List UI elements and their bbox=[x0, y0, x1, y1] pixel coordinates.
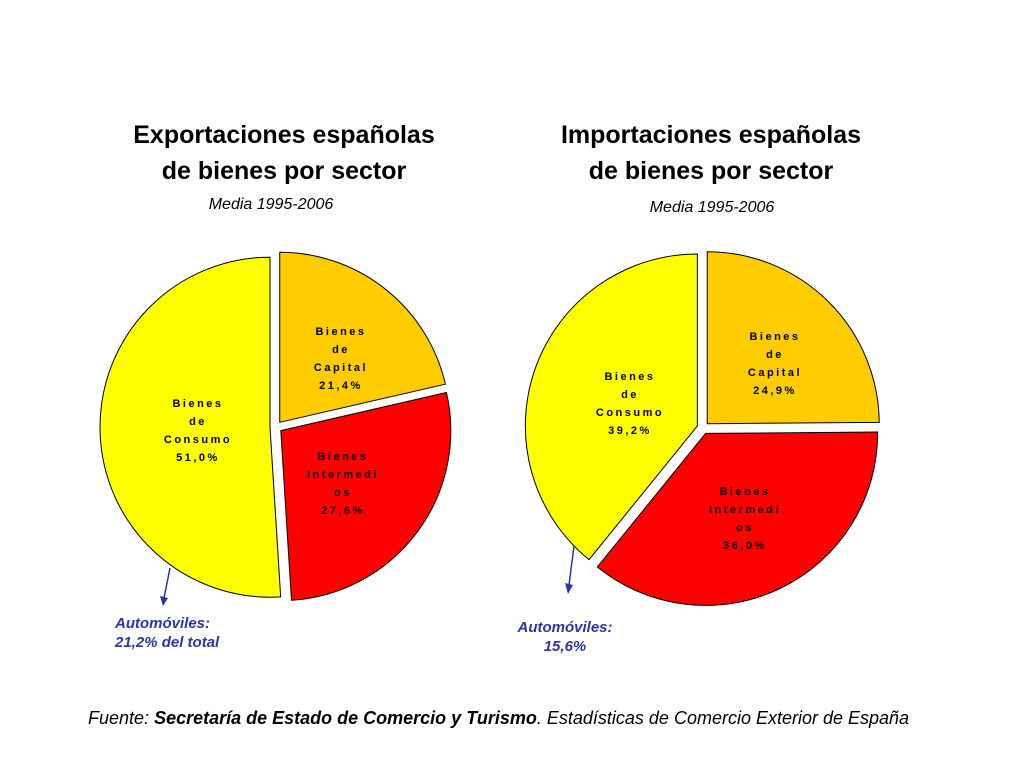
imports-slice-label-line: Intermedi bbox=[709, 504, 781, 516]
footer-organization: Secretaría de Estado de Comercio y Turis… bbox=[154, 708, 537, 728]
imports-slice-label-line: Consumo bbox=[596, 407, 664, 419]
imports-slice-label-line: os bbox=[736, 522, 754, 534]
imports-slice-label-line: de bbox=[621, 389, 639, 401]
exports-note-line-2: 21,2% del total bbox=[115, 634, 220, 651]
exports-slice-label-consumo: Bienes de Consumo 51,0% bbox=[164, 398, 232, 464]
exports-slice-label-line: de bbox=[332, 344, 350, 356]
exports-slice-label-line: Consumo bbox=[164, 434, 232, 446]
exports-slice-label-line: 51,0% bbox=[176, 452, 220, 464]
imports-title-line-1: Importaciones españolas bbox=[560, 121, 862, 149]
imports-annotation-arrow bbox=[565, 545, 575, 594]
exports-slice-label-capital: Bienes de Capital 21,4% bbox=[314, 326, 368, 392]
imports-note-line-1: Automóviles: bbox=[517, 619, 613, 636]
imports-slice-label-line: 36,0% bbox=[723, 540, 767, 552]
imports-note-line-2: 15,6% bbox=[543, 638, 587, 655]
imports-title-line-2: de bienes por sector bbox=[588, 157, 834, 185]
exports-slice-consumo bbox=[99, 256, 282, 598]
imports-chart-title: Importaciones españolas de bienes por se… bbox=[511, 117, 911, 189]
exports-slice-capital bbox=[279, 251, 447, 423]
exports-slice-label-line: 27,6% bbox=[321, 505, 365, 517]
imports-automobiles-note: Automóviles: 15,6% bbox=[480, 618, 650, 656]
footer-rest: . Estadísticas de Comercio Exterior de E… bbox=[536, 708, 910, 728]
exports-title-line-1: Exportaciones españolas bbox=[133, 121, 435, 149]
exports-title-line-2: de bienes por sector bbox=[161, 157, 407, 185]
imports-slice-label-line: Bienes bbox=[719, 486, 770, 498]
footer-prefix: Fuente: bbox=[88, 708, 150, 728]
exports-slice-label-line: de bbox=[189, 416, 207, 428]
exports-slice-intermedios bbox=[280, 391, 452, 601]
imports-slice-label-line: Bienes bbox=[604, 371, 655, 383]
exports-slice-label-line: Intermedi bbox=[307, 469, 379, 481]
exports-slice-label-line: Capital bbox=[314, 362, 368, 374]
imports-slice-label-capital: Bienes de Capital 24,9% bbox=[748, 331, 802, 397]
imports-slice-label-consumo: Bienes de Consumo 39,2% bbox=[596, 371, 664, 437]
exports-annotation-arrow bbox=[160, 567, 171, 606]
exports-slice-label-line: Bienes bbox=[315, 326, 366, 338]
exports-note-line-1: Automóviles: bbox=[115, 615, 211, 632]
imports-chart-subtitle: Media 1995-2006 bbox=[649, 199, 775, 216]
imports-slice-label-intermedios: Bienes Intermedi os 36,0% bbox=[709, 486, 781, 552]
exports-automobiles-note: Automóviles: 21,2% del total bbox=[115, 614, 219, 652]
imports-slice-consumo bbox=[524, 253, 698, 561]
exports-slice-label-intermedios: Bienes Intermedi os 27,6% bbox=[307, 451, 379, 517]
imports-slice-label-line: 24,9% bbox=[753, 385, 797, 397]
exports-chart-title: Exportaciones españolas de bienes por se… bbox=[84, 117, 484, 189]
imports-slice-capital bbox=[706, 251, 880, 425]
imports-slice-label-line: 39,2% bbox=[608, 425, 652, 437]
exports-slice-label-line: os bbox=[334, 487, 352, 499]
imports-slice-label-line: Bienes bbox=[749, 331, 800, 343]
imports-slice-label-line: Capital bbox=[748, 367, 802, 379]
exports-slice-label-line: Bienes bbox=[317, 451, 368, 463]
exports-pie-chart: Bienes de Capital 21,4% Bienes Intermedi os 27,… bbox=[99, 251, 452, 601]
exports-slice-label-line: Bienes bbox=[172, 398, 223, 410]
imports-slice-intermedios bbox=[596, 431, 879, 606]
exports-slice-label-line: 21,4% bbox=[319, 380, 363, 392]
imports-slice-label-line: de bbox=[766, 349, 784, 361]
exports-chart-subtitle: Media 1995-2006 bbox=[208, 196, 334, 213]
imports-pie-chart: Bienes de Capital 24,9% Bienes Intermedi os 36,… bbox=[524, 251, 880, 606]
source-footer: Fuente: Secretaría de Estado de Comercio… bbox=[88, 708, 909, 729]
